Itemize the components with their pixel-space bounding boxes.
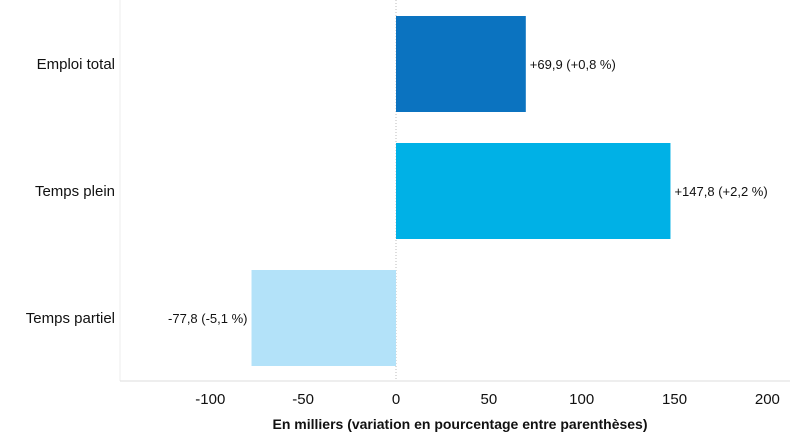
x-tick-label-5: 150 [662,391,687,408]
data-label-0: +69,9 (+0,8 %) [530,57,616,72]
category-label-2: Temps partiel [26,310,115,327]
x-axis-title: En milliers (variation en pourcentage en… [273,416,648,432]
x-tick-label-0: -100 [195,391,225,408]
bar-2 [251,270,396,366]
x-tick-labels-group: -100 -50 0 50 100 150 200 [195,391,780,408]
bar-1 [396,143,671,239]
data-labels-group: +69,9 (+0,8 %) +147,8 (+2,2 %) -77,8 (-5,1… [168,57,768,326]
data-label-1: +147,8 (+2,2 %) [674,184,767,199]
bars-group [251,16,671,366]
x-tick-label-4: 100 [569,391,594,408]
x-tick-label-2: 0 [392,391,400,408]
category-labels-group: Emploi total Temps plein Temps partiel [26,56,115,327]
bar-0 [396,16,526,112]
data-label-2: -77,8 (-5,1 %) [168,311,247,326]
x-tick-label-1: -50 [292,391,314,408]
x-tick-label-3: 50 [481,391,498,408]
category-label-0: Emploi total [37,56,115,73]
category-label-1: Temps plein [35,183,115,200]
x-tick-label-6: 200 [755,391,780,408]
